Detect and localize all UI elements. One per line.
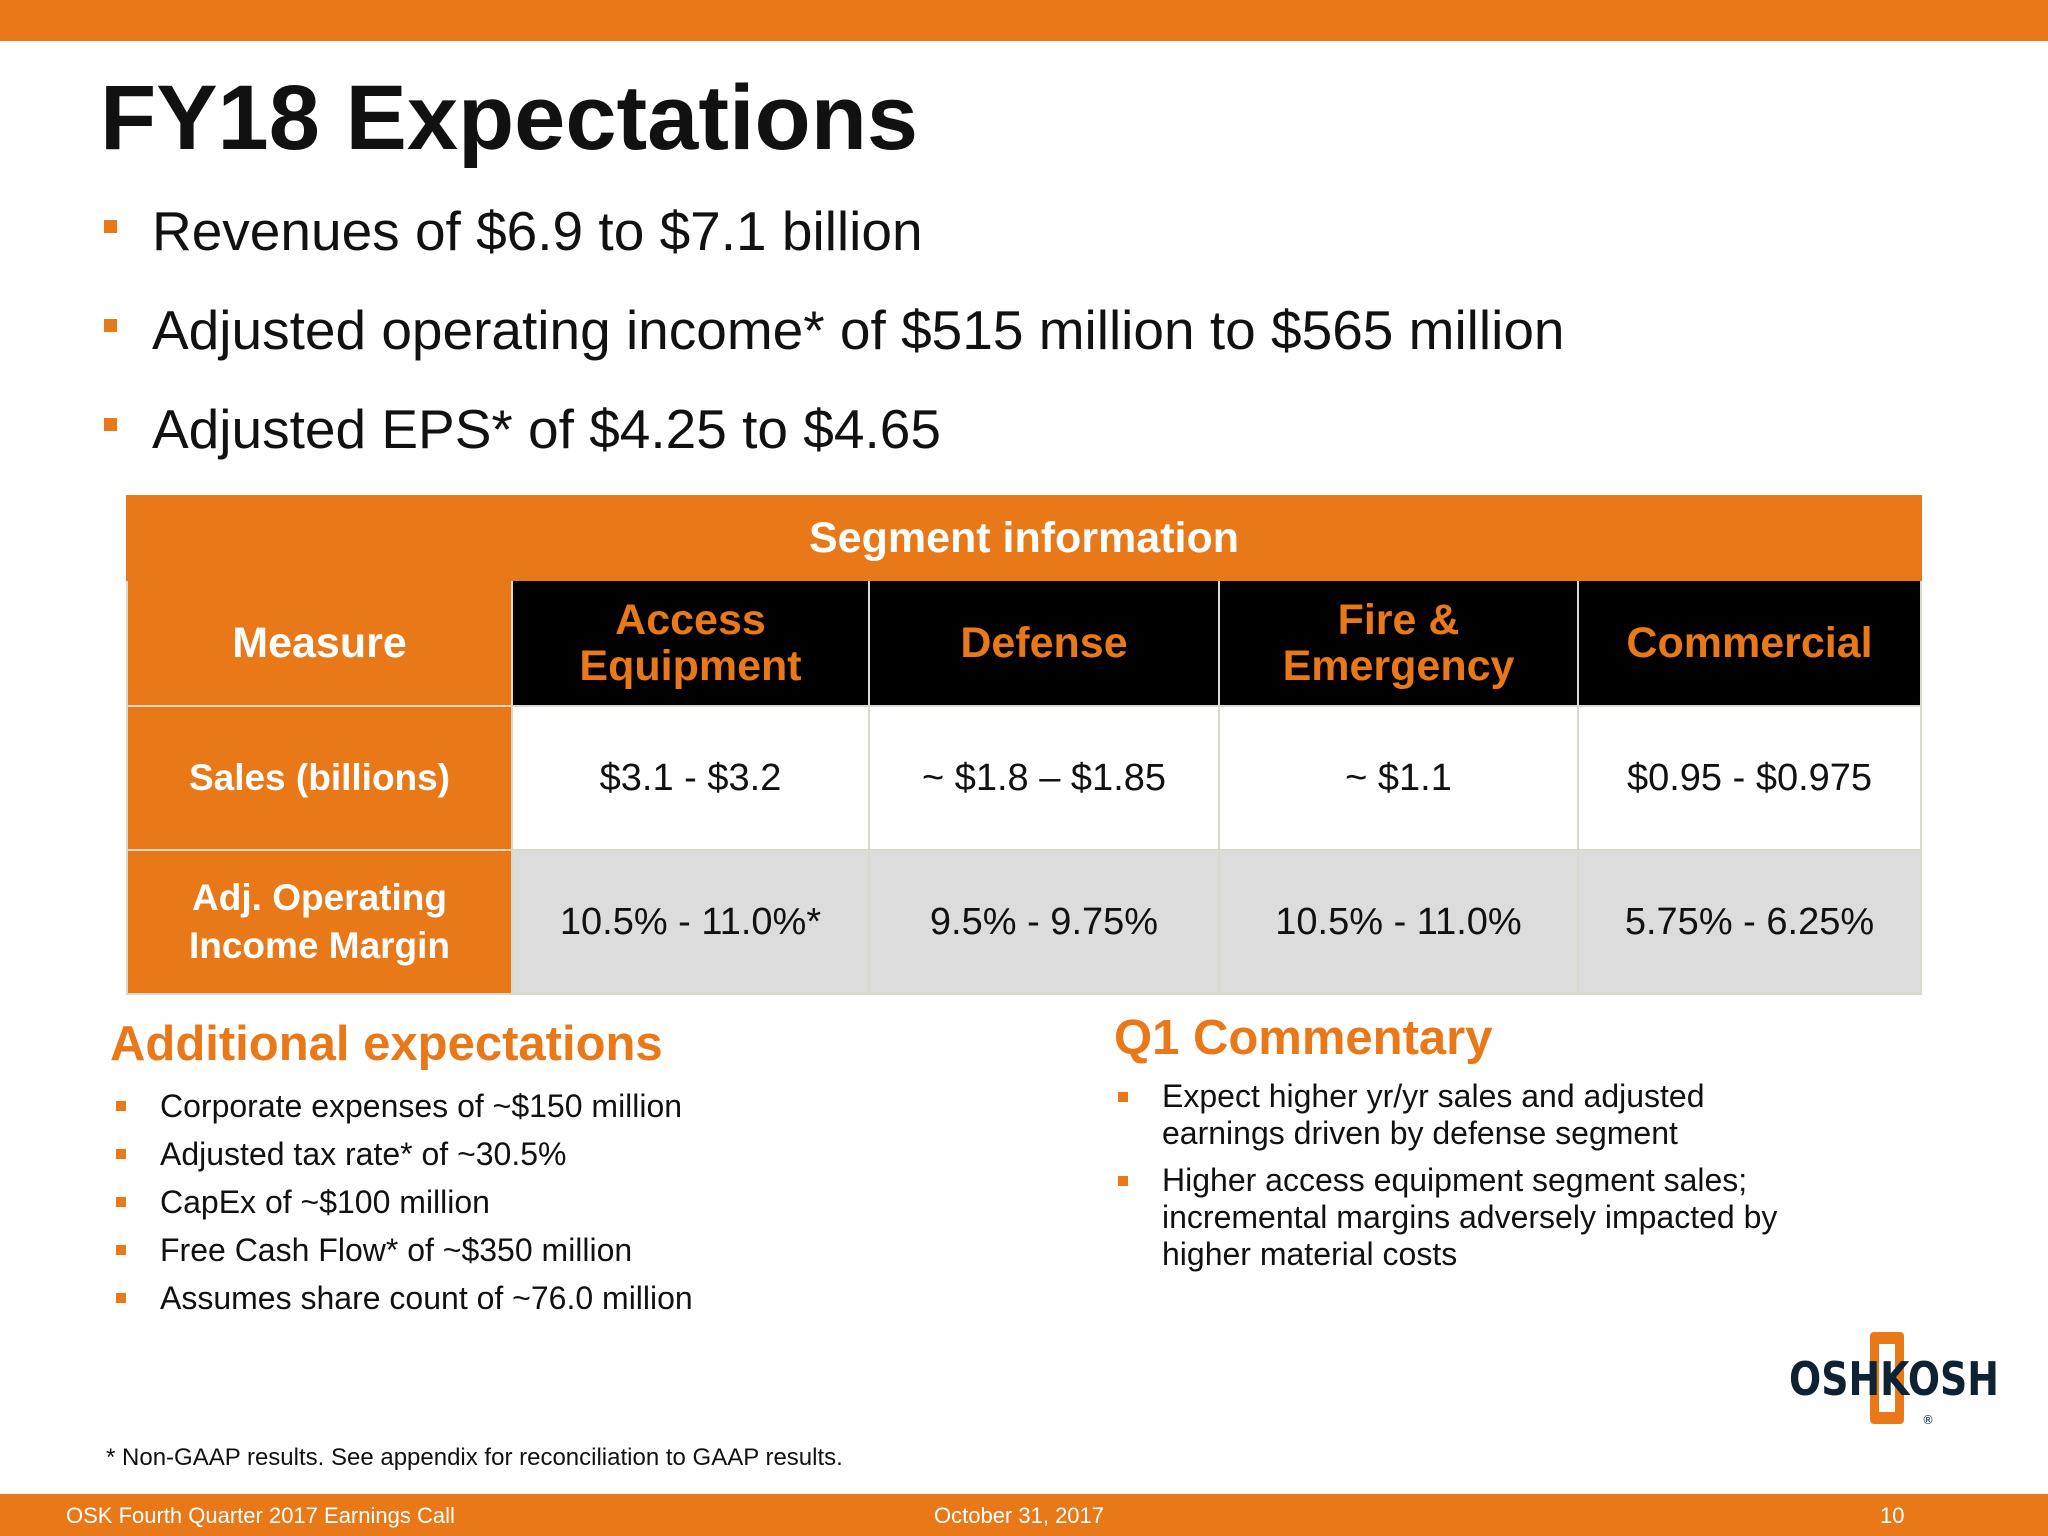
- table-row: Adj. Operating Income Margin 10.5% - 11.…: [126, 849, 1922, 995]
- row-label-sales: Sales (billions): [126, 705, 513, 851]
- footer-event-title: OSK Fourth Quarter 2017 Earnings Call: [66, 1503, 455, 1528]
- bullet-item: Revenues of $6.9 to $7.1 billion: [104, 198, 1565, 297]
- table-cell: 10.5% - 11.0%: [1218, 849, 1579, 995]
- header-commercial: Commercial: [1577, 579, 1922, 707]
- main-bullet-list: Revenues of $6.9 to $7.1 billion Adjuste…: [104, 198, 1565, 495]
- bullet-square-icon: [1118, 1092, 1128, 1102]
- segment-table: Segment information Measure Access Equip…: [126, 495, 1922, 995]
- list-item-text: Adjusted tax rate* of ~30.5%: [160, 1136, 567, 1172]
- table-cell: 5.75% - 6.25%: [1577, 849, 1922, 995]
- list-item-text: Corporate expenses of ~$150 million: [160, 1088, 683, 1124]
- footer-bar: OSK Fourth Quarter 2017 Earnings Call Oc…: [0, 1494, 2048, 1536]
- list-item-text: CapEx of ~$100 million: [160, 1184, 490, 1220]
- bullet-square-icon: [116, 1101, 126, 1111]
- table-cell: $0.95 - $0.975: [1577, 705, 1922, 851]
- registered-mark: ®: [1922, 1413, 1934, 1427]
- bullet-text: Adjusted EPS* of $4.25 to $4.65: [152, 398, 941, 460]
- table-cell: 10.5% - 11.0%*: [511, 849, 870, 995]
- bullet-square-icon: [116, 1245, 126, 1255]
- additional-expectations-list: Corporate expenses of ~$150 million Adju…: [110, 1082, 693, 1322]
- additional-expectations-title: Additional expectations: [110, 1017, 663, 1071]
- bullet-item: Adjusted operating income* of $515 milli…: [104, 297, 1565, 396]
- bullet-square-icon: [104, 418, 117, 431]
- list-item: Adjusted tax rate* of ~30.5%: [110, 1130, 693, 1178]
- list-item: Corporate expenses of ~$150 million: [110, 1082, 693, 1130]
- bullet-square-icon: [104, 319, 117, 332]
- table-cell: $3.1 - $3.2: [511, 705, 870, 851]
- list-item: Expect higher yr/yr sales and adjusted e…: [1112, 1078, 1832, 1152]
- list-item: Assumes share count of ~76.0 million: [110, 1274, 693, 1322]
- bullet-square-icon: [116, 1197, 126, 1207]
- q1-commentary-title: Q1 Commentary: [1114, 1011, 1493, 1065]
- bullet-square-icon: [116, 1149, 126, 1159]
- bullet-item: Adjusted EPS* of $4.25 to $4.65: [104, 396, 1565, 495]
- bullet-square-icon: [104, 220, 117, 233]
- header-defense: Defense: [868, 579, 1220, 707]
- list-item: Free Cash Flow* of ~$350 million: [110, 1226, 693, 1274]
- table-cell: ~ $1.8 – $1.85: [868, 705, 1220, 851]
- header-measure: Measure: [126, 579, 513, 707]
- table-row: Sales (billions) $3.1 - $3.2 ~ $1.8 – $1…: [126, 705, 1922, 851]
- bullet-square-icon: [116, 1293, 126, 1303]
- bullet-square-icon: [1118, 1176, 1128, 1186]
- footnote: * Non-GAAP results. See appendix for rec…: [106, 1444, 843, 1471]
- oshkosh-logo: OSHKOSH ®: [1789, 1332, 1999, 1427]
- row-label-margin: Adj. Operating Income Margin: [126, 849, 513, 995]
- table-cell: 9.5% - 9.75%: [868, 849, 1220, 995]
- bullet-text: Adjusted operating income* of $515 milli…: [152, 299, 1565, 361]
- list-item: CapEx of ~$100 million: [110, 1178, 693, 1226]
- logo-wordmark: OSHKOSH: [1789, 1352, 1999, 1406]
- list-item: Higher access equipment segment sales; i…: [1112, 1162, 1832, 1273]
- bullet-text: Revenues of $6.9 to $7.1 billion: [152, 200, 923, 262]
- top-accent-bar: [0, 0, 2048, 41]
- list-item-text: Assumes share count of ~76.0 million: [160, 1280, 693, 1316]
- list-item-text: Expect higher yr/yr sales and adjusted e…: [1162, 1078, 1705, 1151]
- list-item-text: Higher access equipment segment sales; i…: [1162, 1162, 1778, 1272]
- segment-table-title: Segment information: [126, 495, 1922, 581]
- slide-title: FY18 Expectations: [100, 67, 919, 169]
- list-item-text: Free Cash Flow* of ~$350 million: [160, 1232, 633, 1268]
- footer-date: October 31, 2017: [934, 1503, 1105, 1528]
- q1-commentary-list: Expect higher yr/yr sales and adjusted e…: [1112, 1078, 1832, 1283]
- header-fire-emergency: Fire & Emergency: [1218, 579, 1579, 707]
- table-cell: ~ $1.1: [1218, 705, 1579, 851]
- page-number: 10: [1880, 1503, 1905, 1528]
- header-access-equipment: Access Equipment: [511, 579, 870, 707]
